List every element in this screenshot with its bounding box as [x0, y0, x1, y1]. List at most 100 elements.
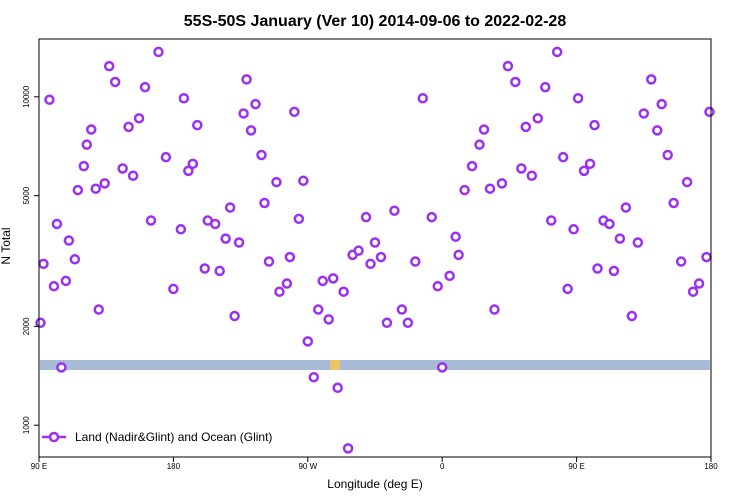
data-gap-band: [40, 360, 710, 370]
data-point: [365, 258, 376, 270]
data-point: [220, 233, 231, 244]
data-point: [417, 93, 429, 104]
y-tick-label: 2000: [22, 317, 31, 335]
data-point: [245, 125, 257, 136]
y-axis-label: N Total: [0, 227, 13, 264]
data-point: [229, 310, 240, 322]
data-point: [289, 106, 300, 118]
data-point: [701, 251, 712, 263]
band-highlight: [330, 360, 340, 370]
data-point: [381, 317, 393, 329]
data-point: [389, 205, 400, 216]
data-point: [224, 202, 236, 213]
data-point: [175, 224, 187, 235]
data-point: [614, 233, 626, 244]
data-band-layer: [40, 360, 710, 370]
data-point: [453, 249, 464, 261]
data-point: [168, 283, 179, 295]
data-point: [293, 213, 305, 225]
data-point: [410, 256, 421, 267]
data-point: [338, 286, 349, 297]
legend: Land (Nadir&Glint) and Ocean (Glint): [42, 430, 272, 444]
data-point: [238, 108, 249, 119]
data-point: [450, 231, 461, 242]
data-point: [375, 251, 387, 263]
data-point: [681, 176, 693, 188]
data-point: [178, 93, 190, 104]
data-point: [484, 183, 496, 194]
data-point: [551, 46, 563, 58]
x-axis-label: Longitude (deg E): [327, 477, 422, 491]
data-point: [532, 113, 544, 124]
data-point: [466, 160, 478, 172]
x-tick-label: 90 E: [31, 462, 47, 471]
data-point: [675, 256, 687, 267]
chart-title: 55S-50S January (Ver 10) 2014-09-06 to 2…: [184, 13, 567, 30]
data-point: [233, 237, 245, 248]
data-point: [259, 197, 270, 209]
x-tick-label: 180: [704, 462, 718, 471]
data-point: [78, 160, 90, 172]
data-point: [123, 121, 134, 133]
data-point: [402, 317, 414, 329]
data-point: [693, 278, 705, 289]
data-point: [687, 286, 699, 297]
x-tick-label: 0: [440, 462, 445, 471]
data-point: [302, 336, 314, 347]
legend-label: Land (Nadir&Glint) and Ocean (Glint): [75, 430, 272, 444]
data-point: [589, 119, 600, 131]
data-point: [489, 304, 500, 315]
data-point: [662, 149, 673, 161]
data-point: [38, 258, 49, 270]
data-point: [133, 113, 145, 124]
data-point: [56, 362, 67, 373]
data-point: [103, 60, 115, 72]
data-point: [510, 76, 521, 88]
data-point: [478, 124, 490, 135]
data-point: [369, 237, 381, 248]
data-point: [63, 235, 75, 246]
data-point: [396, 304, 408, 315]
data-point: [646, 74, 657, 85]
data-point: [520, 121, 532, 133]
x-tick-label: 180: [167, 462, 181, 471]
data-point: [183, 165, 194, 177]
data-point: [608, 265, 620, 277]
data-point: [516, 163, 527, 174]
data-point: [93, 304, 104, 315]
data-point: [332, 382, 343, 394]
data-point: [86, 124, 97, 135]
data-point: [562, 283, 573, 295]
data-point: [192, 119, 203, 131]
data-point: [568, 224, 579, 235]
data-point: [620, 202, 632, 213]
data-point: [545, 215, 557, 226]
data-point: [308, 371, 320, 383]
data-point: [474, 139, 485, 150]
data-point: [60, 275, 72, 287]
data-point: [298, 175, 309, 187]
data-point: [139, 81, 151, 93]
data-point: [187, 158, 199, 170]
data-point: [274, 286, 285, 297]
data-point: [626, 310, 638, 322]
data-point: [271, 176, 282, 188]
data-point: [323, 314, 334, 325]
data-point: [160, 151, 172, 163]
data-point: [35, 317, 46, 329]
data-point: [426, 211, 437, 223]
data-point: [539, 81, 551, 93]
data-point: [313, 304, 324, 315]
data-point: [496, 178, 508, 189]
data-point: [117, 163, 128, 174]
data-point: [459, 184, 470, 196]
data-point: [584, 158, 596, 170]
data-point: [656, 98, 667, 110]
data-point: [81, 139, 93, 150]
data-point: [241, 74, 252, 85]
data-point: [526, 170, 538, 181]
data-point: [327, 273, 339, 284]
x-tick-label: 90 E: [568, 462, 584, 471]
data-point: [51, 218, 63, 230]
